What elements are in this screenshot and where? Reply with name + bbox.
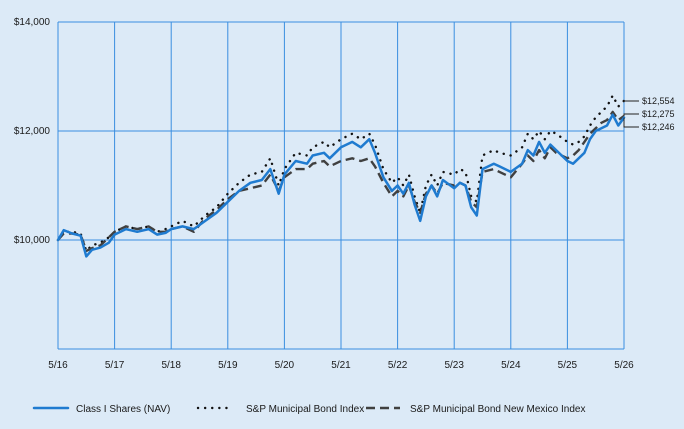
x-tick-label: 5/20 (275, 360, 295, 371)
legend-label: Class I Shares (NAV) (76, 404, 170, 415)
series-line-solid (56, 113, 626, 258)
end-value-label: $12,554 (642, 96, 675, 106)
x-tick-label: 5/24 (501, 360, 521, 371)
end-value-label: $12,246 (642, 122, 675, 132)
series-line-dashed (57, 110, 625, 253)
legend: Class I Shares (NAV) S&P Municipal Bond I… (32, 404, 585, 415)
y-axis-tick-labels: $10,000 $12,000 $14,000 (14, 17, 51, 246)
x-tick-label: 5/19 (218, 360, 238, 371)
x-tick-label: 5/16 (48, 360, 68, 371)
legend-label: S&P Municipal Bond Index (246, 404, 364, 415)
y-tick-label: $10,000 (14, 235, 51, 246)
end-label-leader (623, 117, 639, 128)
y-tick-label: $12,000 (14, 126, 51, 137)
series-line-dotted (56, 94, 626, 253)
end-value-labels: $12,554 $12,275 $12,246 (623, 96, 675, 132)
x-tick-label: 5/17 (105, 360, 125, 371)
series-lines (56, 94, 626, 258)
end-value-label: $12,275 (642, 109, 675, 119)
x-tick-label: 5/22 (388, 360, 408, 371)
x-tick-label: 5/23 (444, 360, 464, 371)
y-tick-label: $14,000 (14, 17, 51, 28)
x-axis-tick-labels: 5/16 5/17 5/18 5/19 5/20 5/21 5/22 5/23 5/24 5/25… (48, 360, 634, 371)
end-label-leader (623, 113, 639, 117)
legend-label: S&P Municipal Bond New Mexico Index (410, 404, 585, 415)
grid-lines (57, 21, 625, 350)
x-tick-label: 5/21 (331, 360, 351, 371)
x-tick-label: 5/26 (614, 360, 634, 371)
x-tick-label: 5/25 (558, 360, 578, 371)
x-tick-label: 5/18 (161, 360, 181, 371)
